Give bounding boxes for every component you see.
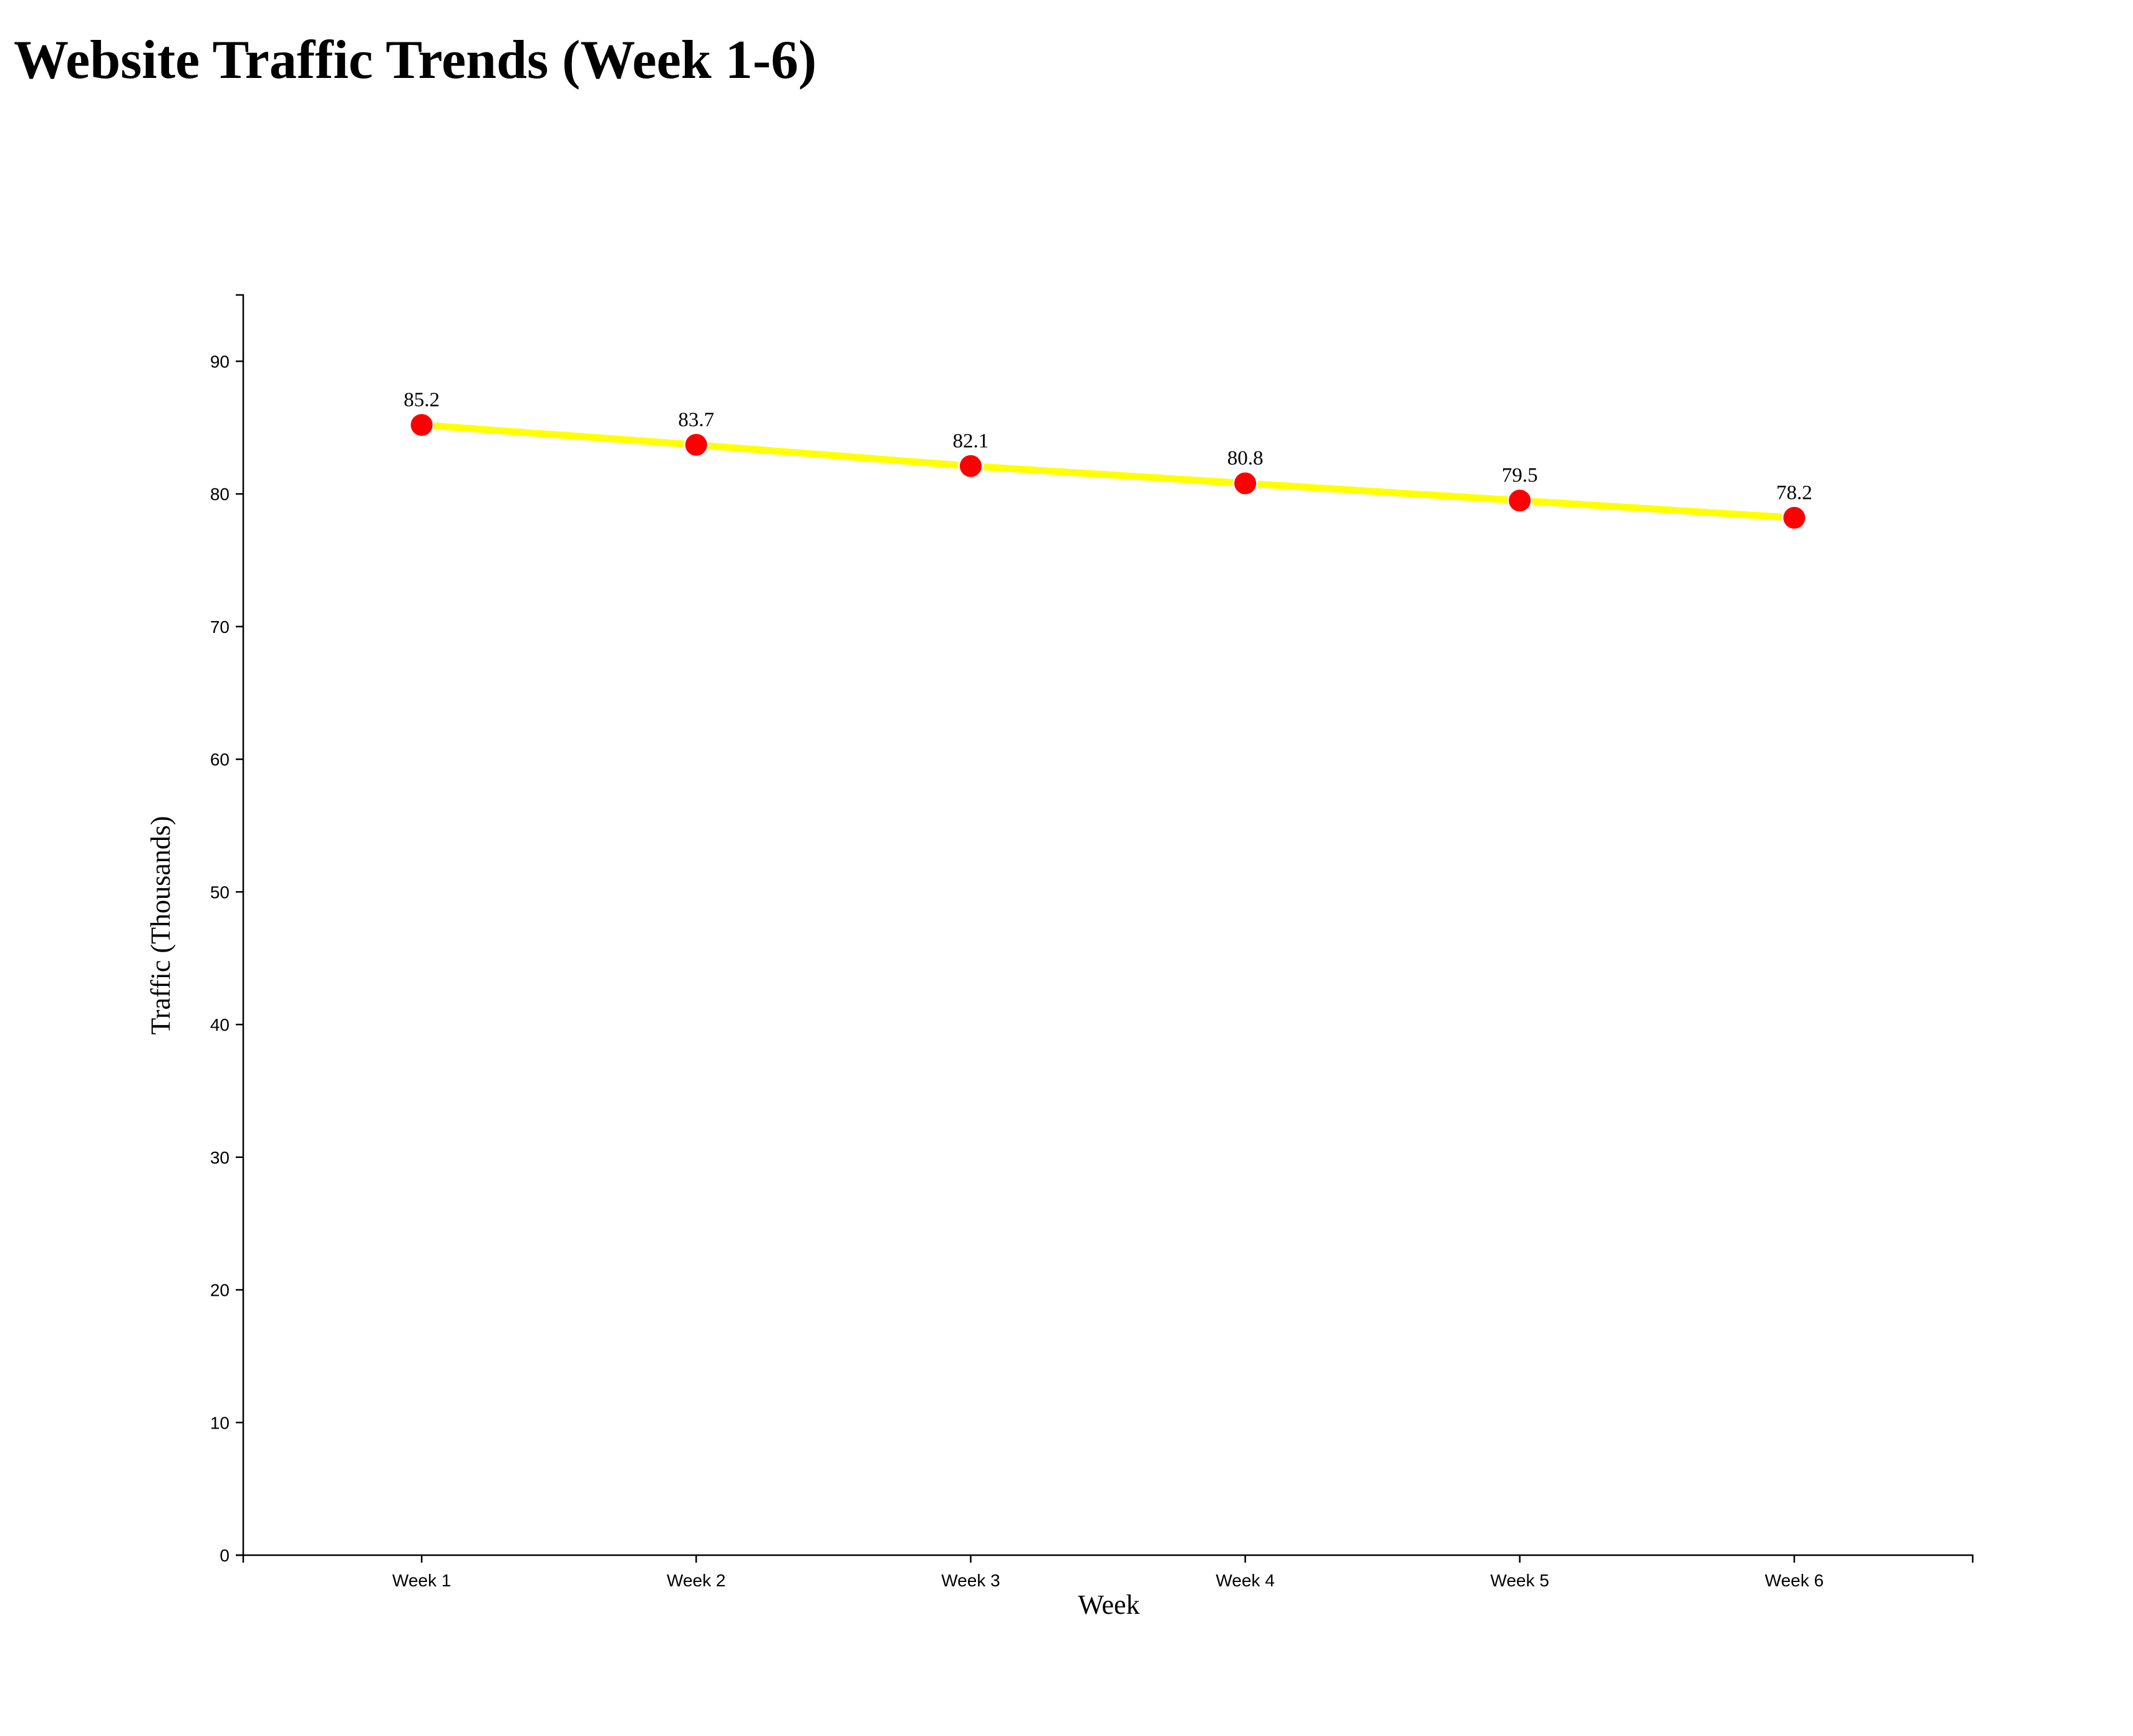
chart-title: Website Traffic Trends (Week 1-6) [14, 30, 816, 90]
line [421, 421, 1795, 521]
x-tick-label: Week 2 [667, 1571, 725, 1590]
y-tick-label: 0 [220, 1546, 230, 1565]
y-tick-label: 70 [210, 617, 230, 637]
point [1232, 470, 1259, 496]
x-tick-label: Week 4 [1216, 1571, 1274, 1590]
data-label: 85.2 [404, 388, 440, 411]
point [409, 412, 435, 438]
data-label: 82.1 [953, 430, 989, 452]
y-axis [236, 294, 244, 1556]
x-tick-label: Week 5 [1491, 1571, 1549, 1590]
y-tick-label: 60 [210, 750, 230, 769]
y-tick-label: 50 [210, 882, 230, 902]
data-label: 80.8 [1227, 447, 1264, 470]
point [1781, 504, 1807, 531]
x-axis-label: Week [1078, 1589, 1139, 1620]
point [957, 453, 984, 479]
y-tick-label: 80 [210, 485, 230, 504]
x-tick-label: Week 6 [1765, 1571, 1824, 1590]
y-tick-label: 20 [210, 1281, 230, 1300]
data-label: 79.5 [1502, 465, 1538, 487]
point [1507, 488, 1533, 514]
y-tick-label: 10 [210, 1413, 230, 1432]
x-axis [242, 1554, 1974, 1563]
x-tick-label: Week 3 [941, 1571, 1000, 1590]
y-axis-label: Traffic (Thousands) [145, 816, 176, 1035]
y-tick-label: 90 [210, 352, 230, 371]
x-tick-label: Week 1 [392, 1571, 451, 1590]
y-tick-label: 30 [210, 1148, 230, 1167]
data-label: 78.2 [1776, 481, 1812, 504]
point [683, 432, 709, 458]
y-tick-label: 40 [210, 1015, 230, 1034]
data-label: 83.7 [678, 408, 714, 431]
